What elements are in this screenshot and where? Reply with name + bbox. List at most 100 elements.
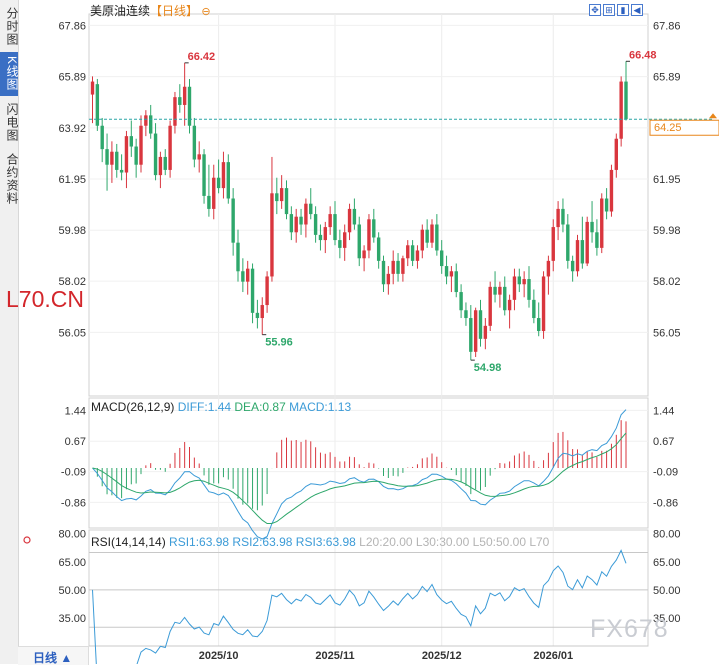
candle-body [168,125,172,170]
tab-time-share[interactable]: 分时图 [5,6,19,46]
bottom-bar: 日线 ▲ [18,646,89,665]
settings-icon [23,536,31,544]
candle-body [270,193,274,277]
period-select[interactable]: 日线 ▲ [33,651,73,665]
candle-body [250,268,255,313]
y-tick-label-left: 67.86 [58,20,86,32]
candle-body [246,268,250,282]
candle-body [124,136,129,173]
candle-body [401,258,405,274]
candle-body [386,273,391,285]
candle-body [357,224,361,259]
rsi-title: RSI(14,14,14) [91,535,169,549]
rsi-legend-item: L20:20.00 [359,535,416,549]
candle-body [604,198,609,212]
y-tick-label-right: 59.98 [653,225,681,237]
candle-body [129,136,133,147]
candle-body [488,286,492,326]
y-tick-label-left: 56.05 [58,327,86,339]
macd-y-tick-right: 1.44 [653,405,674,417]
macd-dif-line [92,409,627,540]
macd-dea-value: DEA:0.87 [234,400,289,414]
candle-body [381,260,386,285]
candle-body [328,214,332,228]
candle-body [376,237,381,261]
candle-body [498,286,502,295]
price-annotation: 54.98 [474,362,502,374]
candle-body [110,151,114,165]
candle-body [546,260,551,277]
bar-chart-icon[interactable]: ▮ [617,4,629,16]
macd-y-tick-right: -0.86 [653,497,678,509]
candle-body [580,240,585,264]
tab-flash-chart[interactable]: 闪电图 [5,102,19,142]
candle-body [624,81,628,120]
x-tick-label: 2026/01 [533,650,573,662]
candle-body [207,195,211,209]
rsi-legend-item: RSI1:63.98 [169,535,232,549]
candle-body [570,260,575,272]
candle-body [309,203,313,215]
candle-body [551,227,555,261]
rsi-legend-item: RSI2:63.98 [232,535,295,549]
macd-y-tick-left: 1.44 [65,405,86,417]
candle-body [260,305,264,319]
candle-body [517,276,521,285]
macd-diff-value: DIFF:1.44 [178,400,235,414]
candle-body [202,154,206,196]
candle-body [299,216,303,225]
macd-legend: MACD(26,12,9) DIFF:1.44 DEA:0.87 MACD:1.… [91,400,351,414]
candle-body [561,208,565,225]
candle-body [430,224,434,243]
candle-body [420,229,424,251]
crosshair-icon[interactable]: ✥ [589,4,601,16]
price-annotation: 55.96 [265,337,293,349]
y-tick-label-right: 61.95 [653,174,681,186]
tab-kline[interactable]: K线图 [0,52,19,96]
candle-body [609,169,614,212]
y-tick-label-right: 67.86 [653,20,681,32]
candle-body [236,242,240,272]
candle-body [187,86,192,126]
candle-body [478,310,483,339]
minus-circle-icon[interactable]: ⊖ [201,6,211,18]
macd-y-tick-left: -0.09 [61,467,86,479]
candle-body [105,149,109,165]
macd-y-tick-right: 0.67 [653,436,674,448]
candle-body [512,276,517,300]
rsi-line [92,549,627,664]
candle-body [333,214,337,241]
candle-body [182,86,187,105]
candle-body [284,188,289,215]
tab-contract-info[interactable]: 合约资料 [5,153,19,205]
candle-body [396,260,400,274]
instrument-name: 美原油连续 [90,4,151,18]
price-annotation: 66.42 [188,51,216,63]
candle-body [289,214,294,233]
candle-body [158,156,163,176]
candle-body [469,318,473,352]
rsi-legend-item: L30:30.00 [416,535,473,549]
rsi-legend-item: L50:50.00 [473,535,530,549]
candle-body [275,193,279,202]
candle-body [343,232,347,248]
panel-frame [88,397,649,529]
candle-body [241,271,245,282]
candle-body [313,214,318,235]
candle-body [90,81,95,95]
candle-body [410,245,415,261]
candle-body [435,224,439,251]
candle-body [197,154,201,160]
candle-body [522,279,526,285]
candle-body [139,125,143,165]
y-tick-label-right: 65.89 [653,72,681,84]
candle-body [459,292,463,311]
chart-toolbar: ✥ ⊞ ▮ ◀ [589,0,645,16]
candle-body [619,81,623,139]
candle-body [178,97,182,105]
sidebar: 分时图 K线图 闪电图 合约资料 [0,0,19,664]
chart-title: 美原油连续【日线】 ⊖ [90,2,211,19]
arrow-left-icon[interactable]: ◀ [631,4,643,16]
grid-icon[interactable]: ⊞ [603,4,615,16]
